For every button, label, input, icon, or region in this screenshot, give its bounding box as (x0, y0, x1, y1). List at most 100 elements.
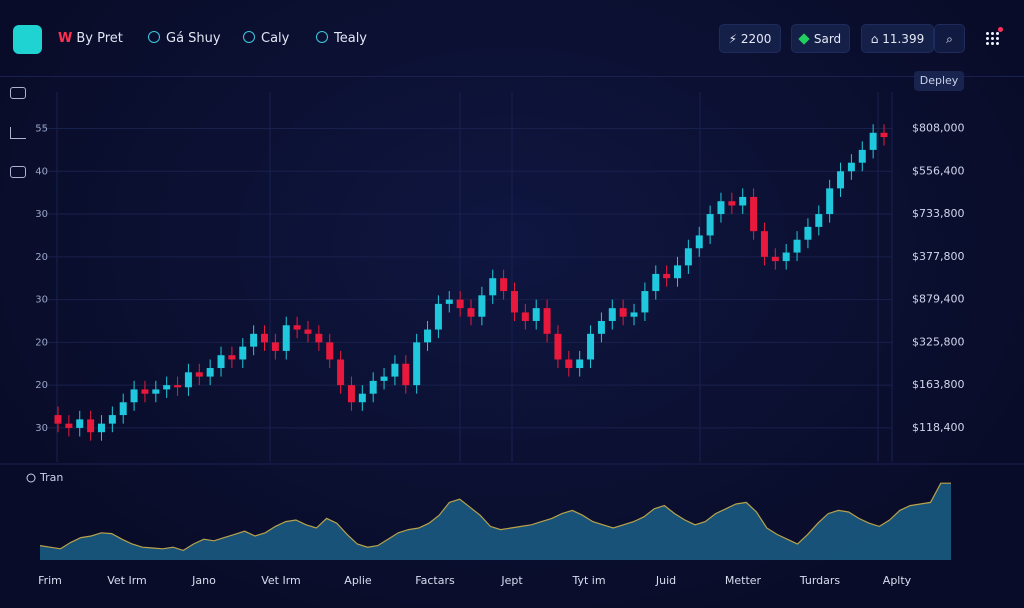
tab-label: Gá Shuy (166, 31, 221, 46)
x-axis-label: Frim (38, 574, 62, 587)
tab[interactable]: W By Pret (58, 31, 123, 46)
candle-body (54, 415, 62, 424)
tab-label: By Pret (76, 31, 123, 46)
display-button[interactable]: Depley (914, 71, 964, 91)
vertical-grid (56, 92, 893, 462)
volume-label: Tran (39, 471, 63, 484)
candle-body (521, 312, 529, 321)
left-axis-label: 30 (35, 295, 48, 306)
candle-body (261, 333, 268, 343)
candle-body (87, 419, 95, 433)
candle-body (119, 402, 127, 416)
candle-body (837, 171, 845, 189)
x-axis-label: Metter (725, 574, 762, 587)
right-axis-label: $556,400 (912, 164, 965, 177)
left-axis-label: 40 (35, 166, 48, 177)
candle-body (347, 385, 355, 403)
candle-body (184, 372, 192, 388)
tab[interactable]: Caly (243, 31, 289, 46)
candle-body (293, 325, 301, 330)
volume-icon (26, 473, 36, 483)
balance: 11.399 (882, 32, 925, 46)
candle-body (771, 256, 779, 262)
candle-body (739, 196, 747, 206)
candle-body (217, 355, 225, 369)
candle-body (717, 201, 725, 215)
candle-body (141, 389, 149, 394)
candle-body (271, 342, 279, 351)
x-axis-label: Aplty (883, 574, 912, 587)
left-axis-label: 20 (35, 252, 48, 263)
candle-body (337, 359, 345, 386)
candle-body (489, 278, 497, 296)
x-axis-label: Vet Irm (107, 574, 147, 587)
tab[interactable]: Tealy (316, 31, 367, 46)
candle-body (413, 342, 421, 386)
candle-body (391, 363, 399, 377)
candle-body (152, 389, 160, 394)
candle-body (663, 273, 671, 279)
candle-body (858, 149, 866, 163)
candle-body (826, 188, 834, 215)
candle-body (782, 252, 790, 262)
candle-body (97, 423, 105, 433)
top-nav: W By Pret Gá Shuy Caly Tealy ⚡ 2200 Sard … (0, 0, 1024, 77)
candle-body (543, 308, 551, 334)
candle-body (641, 291, 649, 313)
volume-line (39, 482, 951, 552)
candle-body (250, 333, 258, 347)
candle-body (282, 325, 290, 351)
candle-body (174, 385, 182, 388)
right-axis-label: $118,400 (912, 421, 965, 434)
candle-body (608, 308, 616, 321)
price: 2200 (740, 32, 772, 46)
sidebar-icon[interactable] (10, 127, 26, 139)
status: Sard (813, 32, 842, 46)
status-button[interactable]: Sard (791, 24, 850, 53)
search-button[interactable]: ⌕ (934, 24, 965, 53)
right-axis-label: $163,800 (912, 378, 965, 391)
sidebar-icon[interactable] (10, 166, 26, 178)
x-axis-label: Tyt im (571, 574, 605, 587)
balance-button[interactable]: ⌂ 11.399 (861, 24, 934, 53)
tab-label: Caly (261, 31, 290, 46)
candle-body (869, 132, 877, 150)
candle-body (728, 201, 736, 206)
candle-body (206, 368, 214, 377)
left-axis-label: 30 (35, 423, 48, 434)
candle-body (750, 196, 758, 232)
candle-body (76, 419, 84, 428)
candle-body (880, 132, 888, 138)
candle-body (65, 423, 73, 428)
sidebar-icon[interactable] (10, 87, 26, 99)
tab[interactable]: Gá Shuy (148, 31, 221, 46)
candle-body (565, 359, 573, 369)
candle-body (793, 239, 801, 253)
x-axis-label: Jept (500, 574, 523, 587)
candle-body (467, 308, 475, 317)
candle-body (674, 265, 681, 279)
candle-body (630, 312, 638, 317)
candle-body (847, 162, 855, 172)
x-axis-label: Factars (415, 574, 455, 587)
candle-body (619, 308, 627, 317)
left-axis-label: 20 (35, 380, 48, 391)
price-button[interactable]: ⚡ 2200 (719, 24, 781, 53)
candle-body (576, 359, 584, 369)
candle-body (500, 278, 508, 292)
candle-body (815, 214, 823, 227)
grid-menu[interactable] (985, 31, 999, 45)
brand-letter: W (58, 31, 73, 46)
candle-body (478, 295, 486, 317)
candle-body (684, 248, 692, 266)
candle-body (358, 393, 366, 403)
candle-body (326, 342, 334, 360)
candle-body (434, 303, 442, 330)
notification-dot (998, 27, 1003, 32)
x-axis-label: Vet Irm (261, 574, 301, 587)
right-axis-label: $377,800 (912, 250, 965, 263)
left-axis-label: 55 (35, 123, 48, 134)
logo[interactable] (13, 25, 42, 54)
